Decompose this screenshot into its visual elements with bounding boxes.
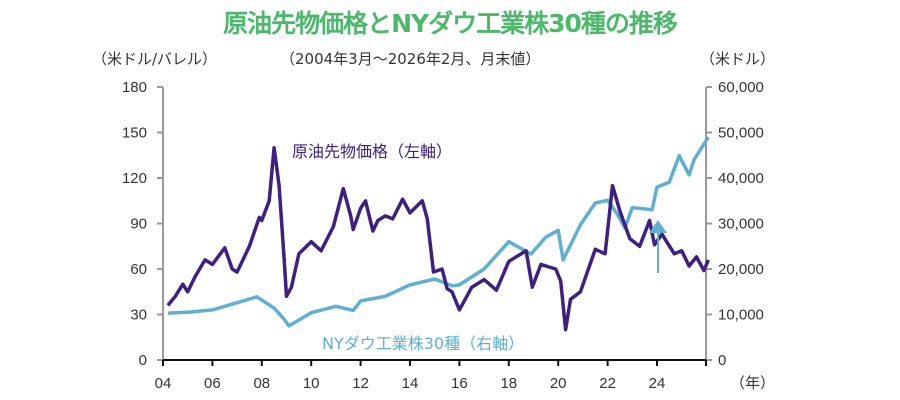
- arrow-up-icon: [649, 220, 667, 233]
- chart-subtitle: （2004年3月～2026年2月、月末値）: [280, 50, 541, 68]
- x-tick-label: 16: [451, 375, 468, 392]
- left-tick-label: 0: [139, 352, 147, 369]
- dow-index-line: [167, 136, 710, 328]
- x-axis-unit: （年）: [730, 374, 776, 392]
- oil-price-line: [166, 145, 711, 332]
- chart-title: 原油先物価格とNYダウ工業株30種の推移: [223, 9, 678, 38]
- right-tick-label: 30,000: [718, 216, 764, 233]
- left-axis-unit: （米ドル/バレル）: [92, 50, 218, 68]
- left-tick-label: 90: [130, 216, 147, 233]
- left-tick-label: 60: [130, 261, 147, 278]
- right-tick-label: 60,000: [718, 79, 764, 96]
- right-tick-label: 10,000: [718, 307, 764, 324]
- x-tick-label: 10: [303, 375, 320, 392]
- x-tick-label: 12: [352, 375, 369, 392]
- x-tick-label: 20: [550, 375, 567, 392]
- right-tick-label: 20,000: [718, 261, 764, 278]
- left-tick-label: 180: [122, 79, 147, 96]
- x-tick-label: 14: [402, 375, 419, 392]
- right-axis-unit: （米ドル）: [700, 50, 776, 68]
- left-tick-label: 120: [122, 170, 147, 187]
- x-tick-label: 18: [500, 375, 517, 392]
- x-tick-label: 24: [649, 375, 666, 392]
- right-tick-label: 50,000: [718, 125, 764, 142]
- oil-series-label: 原油先物価格（左軸）: [292, 142, 453, 161]
- x-tick-label: 06: [204, 375, 221, 392]
- x-tick-label: 04: [155, 375, 172, 392]
- right-tick-label: 40,000: [718, 170, 764, 187]
- dow-series-label: NYダウ工業株30種（右軸）: [322, 334, 525, 353]
- right-tick-label: 0: [718, 352, 726, 369]
- x-tick-label: 22: [599, 375, 616, 392]
- left-tick-label: 30: [130, 307, 147, 324]
- left-tick-label: 150: [122, 125, 147, 142]
- x-tick-label: 08: [253, 375, 270, 392]
